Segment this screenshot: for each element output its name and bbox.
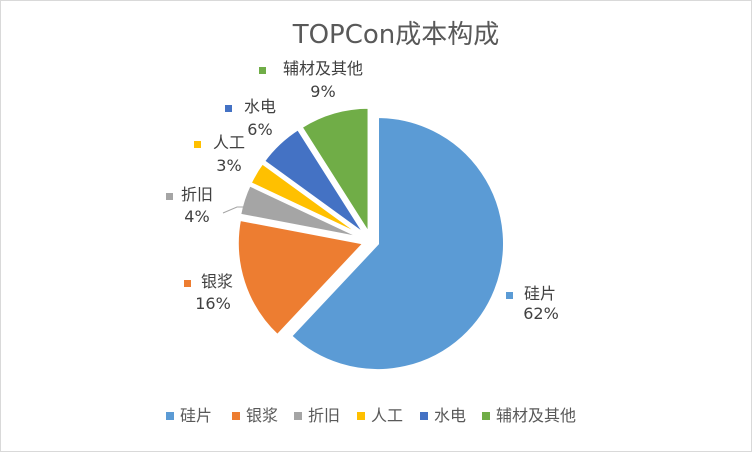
pie-slice-3 (237, 182, 365, 241)
pie-slice-6 (298, 105, 371, 240)
label-marker-5 (225, 105, 232, 112)
label-marker-2 (184, 280, 191, 287)
leader-lines (222, 206, 247, 214)
label-marker-3 (166, 193, 173, 200)
data-label-value-1: 62% (523, 304, 559, 323)
legend-swatch-5 (420, 412, 428, 420)
data-label-value-3: 4% (184, 207, 209, 226)
data-label-value-6: 9% (310, 82, 335, 101)
legend-swatch-2 (232, 412, 240, 420)
legend-swatch-4 (357, 412, 365, 420)
label-marker-4 (194, 141, 201, 148)
data-label-name-5: 水电 (244, 97, 276, 116)
legend-swatch-6 (482, 412, 490, 420)
legend-label-5: 水电 (434, 406, 466, 425)
pie-slice-4 (248, 160, 366, 239)
data-label-value-5: 6% (247, 120, 272, 139)
data-label-name-2: 银浆 (201, 272, 233, 291)
leader-line-3 (222, 206, 247, 214)
legend-swatch-3 (294, 412, 302, 420)
data-label-name-3: 折旧 (181, 185, 213, 204)
legend-label-3: 折旧 (308, 406, 340, 425)
data-label-name-1: 硅片 (524, 284, 556, 303)
pie-slice-2 (235, 217, 368, 338)
legend-swatch-1 (166, 412, 174, 420)
pie-slice-1 (288, 115, 506, 373)
legend-label-4: 人工 (371, 406, 403, 425)
pie-slices (235, 105, 506, 373)
data-label-value-2: 16% (195, 294, 231, 313)
pie-slice-5 (261, 126, 368, 238)
data-label-name-6: 辅材及其他 (283, 59, 363, 78)
label-marker-6 (259, 67, 266, 74)
chart-title: TOPCon成本构成 (292, 20, 500, 50)
legend-label-1: 硅片 (180, 406, 212, 425)
label-marker-1 (506, 292, 513, 299)
legend: 硅片 银浆 折旧 人工 水电 辅材及其他 (166, 406, 576, 425)
data-label-value-4: 3% (216, 156, 241, 175)
legend-label-6: 辅材及其他 (496, 406, 576, 425)
data-label-name-4: 人工 (213, 133, 245, 152)
legend-label-2: 银浆 (246, 406, 278, 425)
